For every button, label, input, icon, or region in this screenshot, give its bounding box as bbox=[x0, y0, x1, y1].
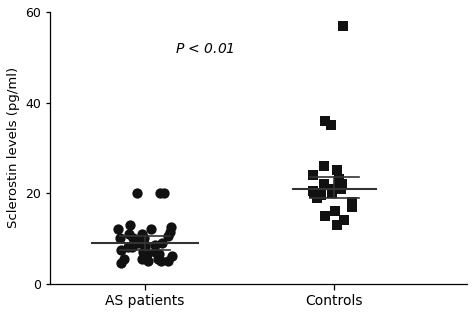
Point bbox=[140, 236, 147, 241]
Point bbox=[327, 123, 335, 128]
Point bbox=[147, 227, 155, 232]
Point bbox=[164, 233, 172, 238]
Point bbox=[314, 195, 321, 200]
Point bbox=[155, 252, 163, 257]
Point bbox=[135, 238, 142, 243]
Point bbox=[117, 261, 125, 266]
Point bbox=[320, 181, 328, 186]
Point bbox=[138, 231, 146, 236]
Point bbox=[335, 177, 342, 182]
Point bbox=[141, 243, 148, 248]
Point bbox=[166, 229, 173, 234]
Point bbox=[159, 240, 166, 245]
Point bbox=[329, 186, 337, 191]
Point bbox=[333, 222, 341, 227]
Point bbox=[117, 247, 125, 252]
Point bbox=[157, 259, 165, 264]
Point bbox=[144, 259, 152, 264]
Point bbox=[321, 213, 329, 218]
Point bbox=[310, 191, 318, 196]
Point bbox=[134, 191, 141, 196]
Point bbox=[126, 222, 134, 227]
Point bbox=[164, 259, 172, 264]
Point bbox=[161, 191, 168, 196]
Point bbox=[339, 181, 346, 186]
Point bbox=[310, 188, 317, 193]
Point bbox=[156, 191, 164, 196]
Point bbox=[125, 231, 133, 236]
Point bbox=[138, 256, 146, 261]
Point bbox=[128, 245, 136, 250]
Point bbox=[114, 227, 122, 232]
Point bbox=[331, 209, 339, 214]
Point bbox=[152, 243, 159, 248]
Point bbox=[117, 236, 124, 241]
Point bbox=[144, 252, 151, 257]
Point bbox=[320, 163, 328, 169]
Point bbox=[348, 204, 356, 209]
Point bbox=[333, 168, 341, 173]
Point bbox=[120, 256, 128, 261]
Point bbox=[129, 236, 137, 241]
Point bbox=[143, 254, 150, 259]
Point bbox=[321, 118, 328, 123]
Point bbox=[167, 225, 174, 230]
Point bbox=[125, 245, 132, 250]
Point bbox=[318, 193, 325, 198]
Point bbox=[151, 249, 158, 255]
Point bbox=[340, 218, 348, 223]
Point bbox=[349, 200, 356, 205]
Point bbox=[134, 240, 142, 245]
Point bbox=[328, 191, 336, 196]
Point bbox=[339, 23, 347, 28]
Point bbox=[141, 245, 149, 250]
Text: $P$ < 0.01: $P$ < 0.01 bbox=[175, 42, 235, 56]
Point bbox=[337, 186, 345, 191]
Point bbox=[168, 254, 176, 259]
Point bbox=[139, 249, 147, 255]
Point bbox=[154, 256, 162, 261]
Point bbox=[141, 249, 149, 255]
Y-axis label: Sclerostin levels (pg/ml): Sclerostin levels (pg/ml) bbox=[7, 67, 20, 228]
Point bbox=[309, 172, 317, 177]
